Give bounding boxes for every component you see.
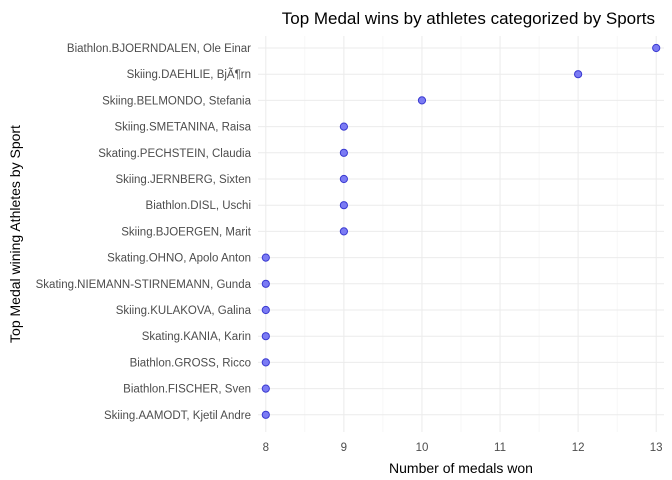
x-tick-label: 13 <box>650 442 663 454</box>
data-points <box>261 43 661 419</box>
x-tick-label: 10 <box>416 442 429 454</box>
x-tick-labels: 8 9 10 11 12 13 <box>263 442 663 454</box>
y-axis-title: Top Medal wining Athletes by Sport <box>7 125 23 343</box>
y-tick-label: Skiing.BELMONDO, Stefania <box>102 95 252 107</box>
y-tick-label: Skiing.JERNBERG, Sixten <box>116 174 252 186</box>
y-tick-label: Skiing.DAEHLIE, BjÃ¶rn <box>127 68 251 81</box>
x-tick-label: 12 <box>572 442 585 454</box>
data-point <box>339 201 348 210</box>
y-tick-label: Skiing.BJOERGEN, Marit <box>121 226 252 238</box>
y-tick-label: Biathlon.DISL, Uschi <box>146 200 251 212</box>
data-point <box>261 279 270 288</box>
data-point <box>261 358 270 367</box>
chart-title: Top Medal wins by athletes categorized b… <box>282 9 655 28</box>
data-point <box>574 70 583 79</box>
y-tick-label: Skiing.SMETANINA, Raisa <box>114 122 251 134</box>
y-tick-label: Skiing.KULAKOVA, Galina <box>116 305 252 317</box>
y-tick-label: Biathlon.BJOERNDALEN, Ole Einar <box>67 43 251 55</box>
y-tick-label: Skating.PECHSTEIN, Claudia <box>98 148 251 160</box>
x-axis-title: Number of medals won <box>389 460 533 476</box>
data-point <box>339 148 348 157</box>
data-point <box>339 227 348 236</box>
grid-layer <box>258 36 664 432</box>
y-tick-label: Skating.KANIA, Karin <box>142 331 251 343</box>
y-tick-label: Skating.OHNO, Apolo Anton <box>107 253 251 265</box>
data-point <box>417 96 427 105</box>
y-tick-label: Skating.NIEMANN-STIRNEMANN, Gunda <box>36 279 252 291</box>
data-point <box>261 305 270 315</box>
data-point <box>339 122 348 131</box>
data-point <box>261 384 270 393</box>
x-tick-label: 8 <box>263 442 269 454</box>
data-point <box>339 174 348 184</box>
x-tick-label: 9 <box>341 442 347 454</box>
y-tick-labels: Biathlon.BJOERNDALEN, Ole Einar Skiing.DA… <box>36 43 252 422</box>
data-point <box>261 332 270 341</box>
y-tick-label: Biathlon.FISCHER, Sven <box>123 384 251 396</box>
y-tick-label: Biathlon.GROSS, Ricco <box>130 357 251 369</box>
y-tick-label: Skiing.AAMODT, Kjetil Andre <box>104 410 251 422</box>
data-point <box>261 410 270 419</box>
x-tick-label: 11 <box>494 442 506 454</box>
data-point <box>261 253 270 262</box>
data-point <box>652 43 661 53</box>
